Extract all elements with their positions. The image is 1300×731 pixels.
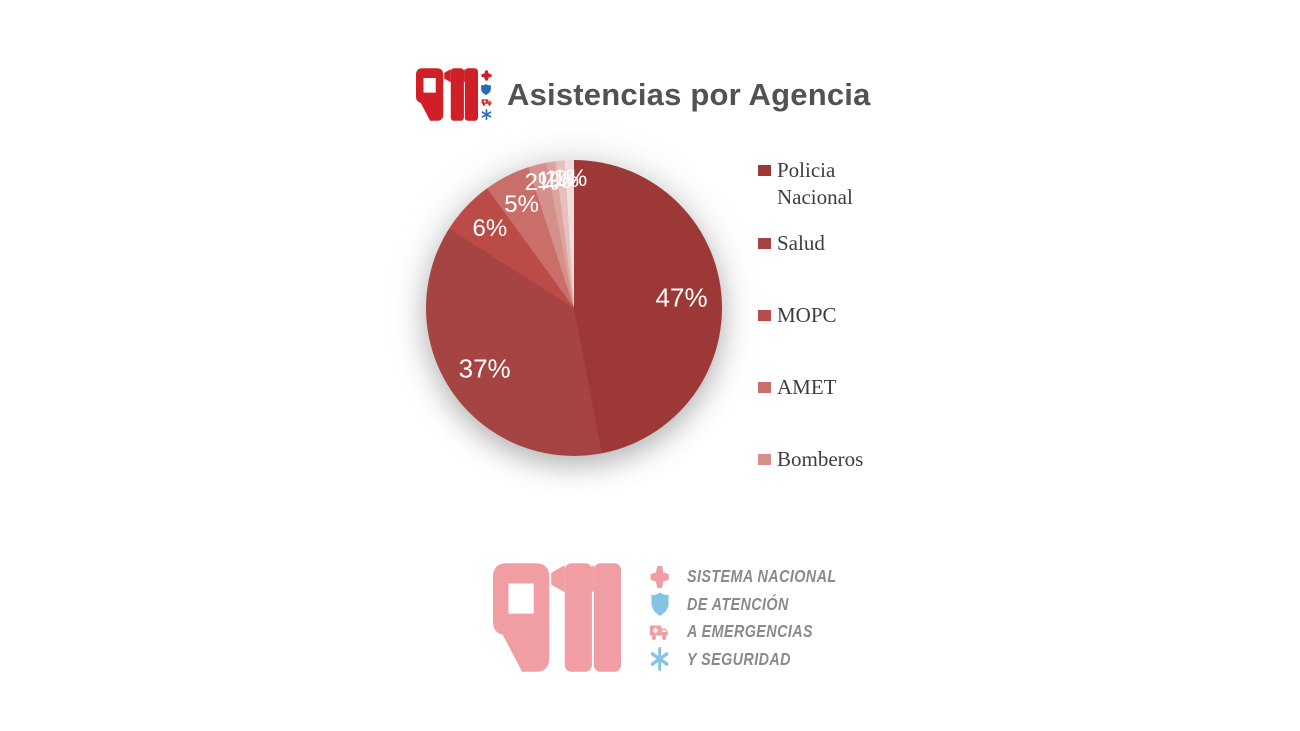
legend-item: MOPC (758, 302, 888, 329)
tagline-row: SISTEMA NACIONAL (637, 564, 869, 589)
logo-911-large (493, 563, 621, 672)
pie-chart (426, 160, 722, 456)
legend-marker (758, 238, 771, 249)
legend-marker (758, 454, 771, 465)
chart-legend: Policia Nacional Salud MOPC AMET Bomberos (758, 157, 888, 518)
legend-marker (758, 310, 771, 321)
tagline-row: A EMERGENCIAS (637, 619, 869, 644)
tagline-line: DE ATENCIÓN (687, 593, 789, 614)
ambulance-icon (649, 622, 670, 641)
legend-marker (758, 165, 771, 176)
legend-label: MOPC (777, 303, 837, 327)
legend-item: Salud (758, 230, 888, 257)
legend-label: Policia Nacional (777, 158, 853, 209)
tagline-line: Y SEGURIDAD (687, 648, 791, 669)
tagline-line: A EMERGENCIAS (687, 621, 813, 642)
legend-item: AMET (758, 374, 888, 401)
legend-label: AMET (777, 375, 837, 399)
legend-item: Bomberos (758, 446, 888, 473)
tagline-line: SISTEMA NACIONAL (687, 566, 837, 586)
legend-item: Policia Nacional (758, 157, 888, 211)
legend-label: Salud (777, 231, 825, 255)
footer-logo-block: SISTEMA NACIONAL DE ATENCIÓN A EMERGENCI… (493, 563, 869, 673)
footer-tagline: SISTEMA NACIONAL DE ATENCIÓN A EMERGENCI… (637, 563, 869, 673)
star-of-life-icon (650, 647, 670, 671)
legend-label: Bomberos (777, 447, 864, 471)
tagline-row: DE ATENCIÓN (637, 592, 869, 617)
chart-header: Asistencias por Agencia (416, 68, 871, 121)
page-title: Asistencias por Agencia (507, 76, 871, 112)
shield-icon (651, 592, 668, 616)
tagline-row: Y SEGURIDAD (637, 647, 869, 672)
legend-marker (758, 382, 771, 393)
maltese-cross-icon (650, 565, 670, 589)
